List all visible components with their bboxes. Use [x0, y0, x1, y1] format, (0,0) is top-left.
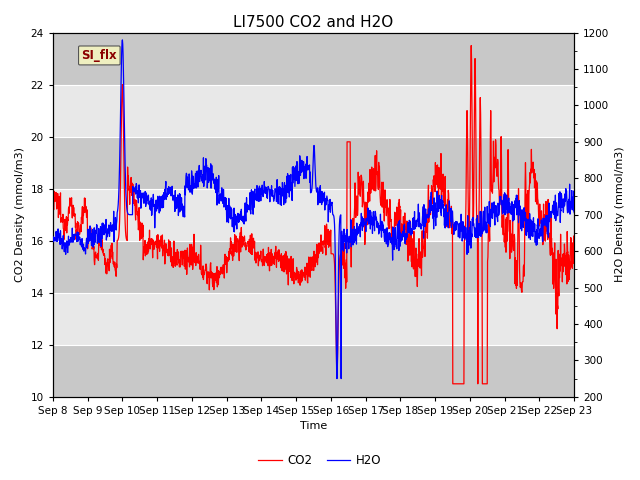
H2O: [291, 166, 298, 171]
H2O: [90, 244, 97, 250]
X-axis label: Time: Time: [300, 421, 327, 432]
CO2: [346, 139, 353, 144]
CO2: [467, 43, 475, 48]
CO2: [111, 264, 118, 270]
H2O: [282, 189, 289, 195]
Legend: CO2, H2O: CO2, H2O: [253, 449, 387, 472]
Bar: [53, 240, 574, 293]
CO2: [49, 208, 57, 214]
H2O: [111, 226, 118, 232]
Bar: [53, 137, 574, 189]
Line: H2O: H2O: [53, 40, 574, 379]
Text: SI_flx: SI_flx: [81, 49, 117, 62]
H2O: [570, 210, 578, 216]
Y-axis label: H2O Density (mmol/m3): H2O Density (mmol/m3): [615, 147, 625, 283]
H2O: [118, 37, 126, 43]
CO2: [281, 262, 289, 268]
Title: LI7500 CO2 and H2O: LI7500 CO2 and H2O: [234, 15, 394, 30]
CO2: [449, 381, 456, 387]
Line: CO2: CO2: [53, 46, 574, 384]
Y-axis label: CO2 Density (mmol/m3): CO2 Density (mmol/m3): [15, 147, 25, 282]
H2O: [271, 195, 278, 201]
Bar: [53, 345, 574, 397]
H2O: [333, 376, 341, 382]
H2O: [346, 240, 354, 245]
Bar: [53, 33, 574, 84]
CO2: [90, 242, 97, 248]
H2O: [49, 234, 57, 240]
CO2: [291, 269, 298, 275]
CO2: [270, 255, 278, 261]
CO2: [570, 244, 578, 250]
